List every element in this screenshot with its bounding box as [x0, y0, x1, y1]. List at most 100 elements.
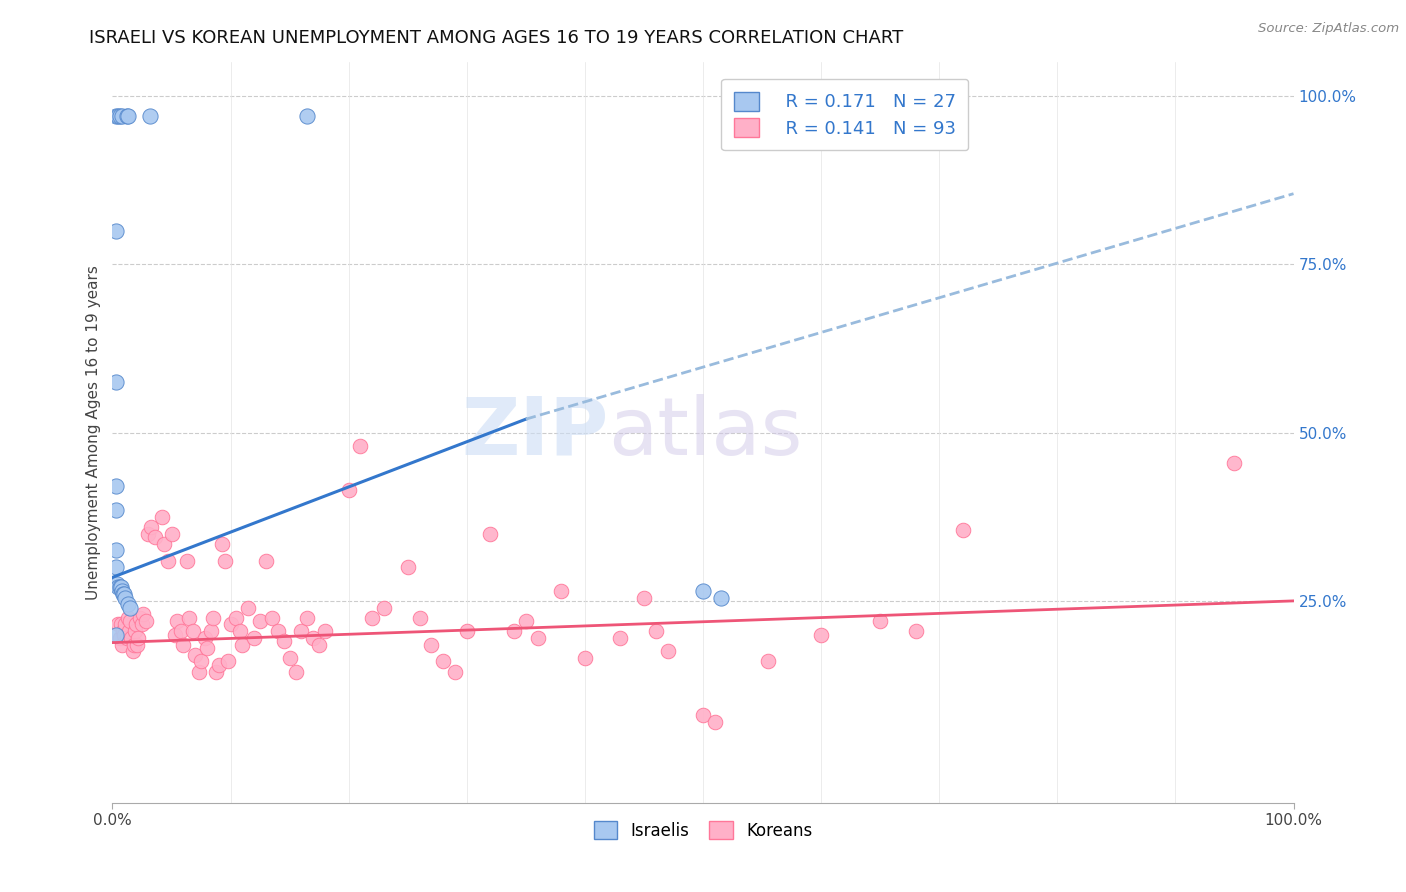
- Point: [574, 651, 596, 665]
- Point: [117, 610, 139, 624]
- Point: [211, 536, 233, 550]
- Point: [869, 614, 891, 628]
- Point: [118, 624, 141, 639]
- Point: [1223, 456, 1246, 470]
- Point: [179, 610, 201, 624]
- Point: [349, 439, 371, 453]
- Point: [105, 577, 128, 591]
- Text: atlas: atlas: [609, 393, 803, 472]
- Point: [105, 627, 128, 641]
- Point: [141, 520, 163, 534]
- Point: [314, 624, 336, 639]
- Point: [308, 638, 330, 652]
- Point: [176, 553, 198, 567]
- Point: [396, 560, 419, 574]
- Point: [201, 610, 224, 624]
- Point: [108, 631, 131, 645]
- Point: [128, 610, 150, 624]
- Point: [166, 614, 188, 628]
- Point: [254, 553, 277, 567]
- Point: [117, 597, 139, 611]
- Point: [121, 644, 143, 658]
- Point: [692, 583, 714, 598]
- Point: [165, 627, 187, 641]
- Point: [107, 581, 129, 595]
- Point: [181, 624, 204, 639]
- Point: [243, 631, 266, 645]
- Point: [107, 617, 129, 632]
- Point: [117, 109, 139, 123]
- Point: [125, 617, 148, 632]
- Point: [692, 708, 714, 723]
- Point: [302, 631, 325, 645]
- Point: [200, 624, 222, 639]
- Point: [135, 614, 157, 628]
- Point: [105, 109, 128, 123]
- Point: [160, 526, 183, 541]
- Point: [114, 617, 136, 632]
- Point: [515, 614, 537, 628]
- Point: [444, 665, 467, 679]
- Point: [105, 543, 128, 558]
- Point: [105, 560, 128, 574]
- Point: [110, 581, 132, 595]
- Point: [184, 648, 207, 662]
- Point: [229, 624, 252, 639]
- Point: [127, 631, 149, 645]
- Point: [703, 714, 725, 729]
- Point: [105, 224, 128, 238]
- Point: [110, 617, 132, 632]
- Point: [219, 617, 242, 632]
- Point: [810, 627, 832, 641]
- Text: ISRAELI VS KOREAN UNEMPLOYMENT AMONG AGES 16 TO 19 YEARS CORRELATION CHART: ISRAELI VS KOREAN UNEMPLOYMENT AMONG AGE…: [89, 29, 903, 47]
- Point: [267, 624, 290, 639]
- Point: [550, 583, 572, 598]
- Point: [143, 530, 166, 544]
- Point: [337, 483, 360, 497]
- Point: [260, 610, 283, 624]
- Point: [644, 624, 666, 639]
- Point: [120, 631, 142, 645]
- Point: [609, 631, 631, 645]
- Point: [122, 638, 145, 652]
- Text: Source: ZipAtlas.com: Source: ZipAtlas.com: [1258, 22, 1399, 36]
- Point: [112, 624, 135, 639]
- Point: [172, 638, 194, 652]
- Point: [904, 624, 927, 639]
- Y-axis label: Unemployment Among Ages 16 to 19 years: Unemployment Among Ages 16 to 19 years: [86, 265, 101, 600]
- Point: [105, 375, 128, 389]
- Point: [373, 600, 395, 615]
- Point: [633, 591, 655, 605]
- Point: [132, 607, 155, 622]
- Point: [238, 600, 260, 615]
- Point: [124, 624, 146, 639]
- Point: [105, 503, 128, 517]
- Point: [190, 655, 212, 669]
- Point: [284, 665, 307, 679]
- Point: [131, 617, 153, 632]
- Point: [108, 109, 131, 123]
- Point: [225, 610, 247, 624]
- Point: [120, 600, 142, 615]
- Point: [208, 657, 231, 672]
- Point: [105, 479, 128, 493]
- Point: [136, 526, 159, 541]
- Point: [657, 644, 679, 658]
- Point: [297, 109, 319, 123]
- Point: [150, 509, 173, 524]
- Point: [156, 553, 179, 567]
- Point: [195, 640, 218, 655]
- Point: [205, 665, 228, 679]
- Point: [111, 109, 134, 123]
- Point: [153, 536, 176, 550]
- Point: [115, 109, 138, 123]
- Point: [756, 655, 779, 669]
- Point: [120, 614, 142, 628]
- Point: [297, 610, 319, 624]
- Point: [111, 583, 134, 598]
- Point: [420, 638, 443, 652]
- Point: [194, 631, 217, 645]
- Point: [290, 624, 312, 639]
- Point: [432, 655, 454, 669]
- Point: [112, 627, 135, 641]
